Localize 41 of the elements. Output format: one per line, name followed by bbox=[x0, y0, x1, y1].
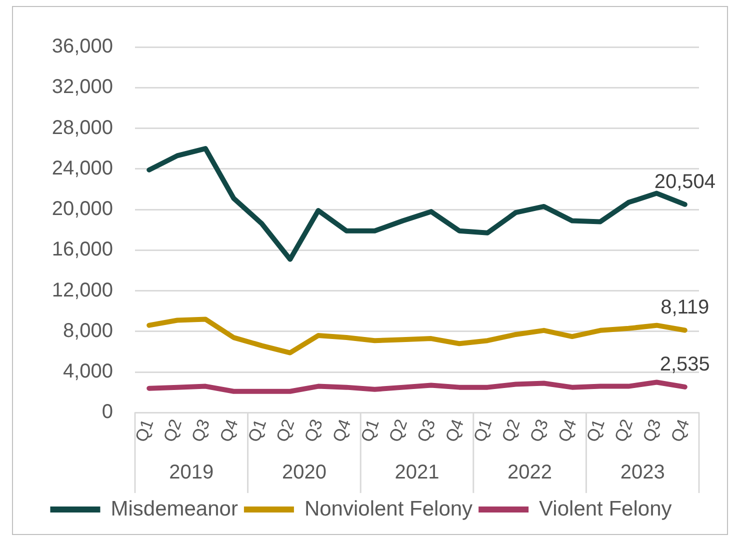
legend-label: Misdemeanor bbox=[110, 497, 238, 520]
data-label: 2,535 bbox=[660, 353, 710, 376]
x-tick-label: Q3 bbox=[414, 416, 440, 444]
x-tick-label: Q3 bbox=[639, 416, 665, 444]
x-tick-label: Q3 bbox=[188, 416, 214, 444]
legend-label: Nonviolent Felony bbox=[304, 497, 474, 520]
y-tick-label: 16,000 bbox=[52, 238, 113, 261]
y-tick-label: 12,000 bbox=[52, 279, 113, 302]
x-tick-label: Q2 bbox=[498, 416, 524, 444]
x-tick-label: Q1 bbox=[470, 416, 496, 444]
data-label: 8,119 bbox=[660, 296, 710, 319]
text: 2021 bbox=[394, 462, 440, 484]
x-tick-label: Q4 bbox=[554, 416, 580, 444]
y-tick-label: 8,000 bbox=[62, 320, 113, 342]
y-tick-label: 0 bbox=[102, 401, 113, 424]
text: 2020 bbox=[282, 462, 326, 484]
y-tick-label: 24,000 bbox=[52, 157, 113, 180]
y-tick-label: 32,000 bbox=[52, 76, 113, 98]
x-tick-label: Q2 bbox=[385, 416, 412, 444]
x-tick-label: Q1 bbox=[582, 416, 608, 444]
x-tick-label: Q2 bbox=[611, 416, 637, 444]
x-tick-label: Q2 bbox=[160, 416, 186, 444]
y-tick-label: 4,000 bbox=[62, 360, 113, 383]
x-tick-label: Q1 bbox=[132, 416, 158, 444]
x-tick-label: Q4 bbox=[442, 416, 468, 444]
x-tick-label: Q4 bbox=[216, 416, 242, 444]
y-tick-label: 36,000 bbox=[52, 36, 113, 58]
x-tick-label: Q2 bbox=[272, 416, 298, 444]
x-tick-label: Q4 bbox=[667, 416, 694, 444]
x-tick-label: Q3 bbox=[300, 416, 326, 444]
y-tick-label: 20,000 bbox=[52, 198, 113, 220]
x-tick-label: Q3 bbox=[526, 416, 552, 444]
text: 2019 bbox=[169, 462, 214, 484]
x-tick-label: Q1 bbox=[244, 416, 270, 444]
y-tick-label: 28,000 bbox=[52, 116, 113, 139]
legend-label: Violent Felony bbox=[539, 497, 672, 520]
text: 2022 bbox=[508, 462, 552, 484]
text: 2023 bbox=[620, 462, 665, 484]
data-label: 20,504 bbox=[654, 170, 716, 193]
x-tick-label: Q4 bbox=[329, 416, 355, 444]
x-tick-label: Q1 bbox=[357, 416, 383, 444]
